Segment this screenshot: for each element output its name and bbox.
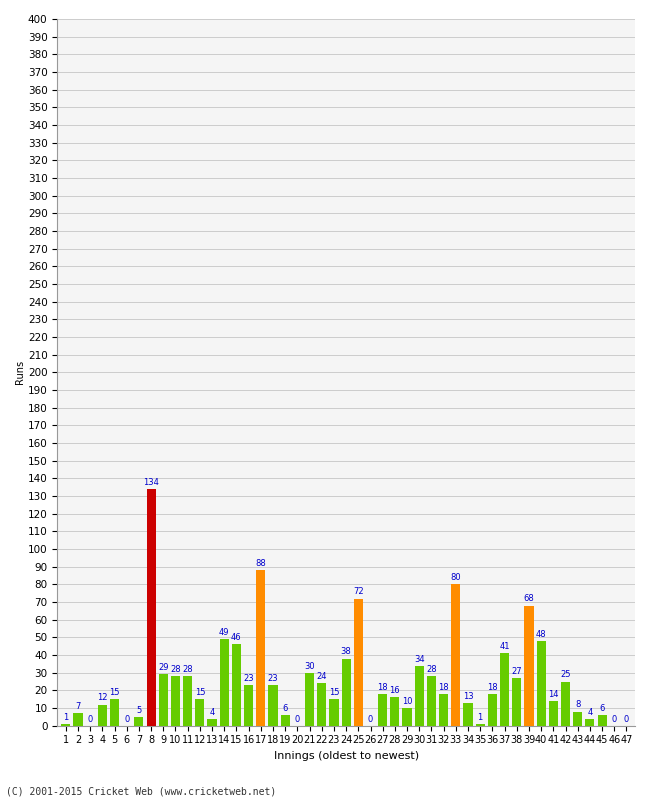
Bar (110, 699, 119, 726)
Bar (390, 698, 400, 726)
Bar (305, 673, 314, 726)
Bar (451, 584, 460, 726)
Text: 30: 30 (304, 662, 315, 670)
Text: 0: 0 (624, 714, 629, 724)
Bar (183, 676, 192, 726)
Bar (586, 718, 595, 726)
Text: 15: 15 (194, 688, 205, 697)
Text: 16: 16 (389, 686, 400, 695)
Text: 28: 28 (183, 665, 193, 674)
Bar (354, 598, 363, 726)
Text: 12: 12 (97, 694, 108, 702)
Bar (232, 645, 241, 726)
Bar (73, 714, 83, 726)
Text: 23: 23 (243, 674, 254, 683)
Text: 24: 24 (317, 672, 327, 681)
Text: 27: 27 (512, 667, 522, 676)
Bar (500, 654, 509, 726)
Text: 38: 38 (341, 647, 352, 657)
Bar (330, 699, 339, 726)
Text: 48: 48 (536, 630, 547, 638)
Text: 28: 28 (170, 665, 181, 674)
Bar (537, 641, 546, 726)
Bar (549, 701, 558, 726)
Bar (220, 639, 229, 726)
Text: 29: 29 (158, 663, 168, 672)
Bar (268, 685, 278, 726)
Y-axis label: Runs: Runs (15, 360, 25, 385)
Text: 15: 15 (329, 688, 339, 697)
Bar (378, 694, 387, 726)
Bar (512, 678, 521, 726)
Bar (525, 606, 534, 726)
Bar (439, 694, 448, 726)
Text: 6: 6 (283, 704, 288, 713)
Bar (463, 702, 473, 726)
Text: 1: 1 (63, 713, 68, 722)
Text: 18: 18 (378, 682, 388, 692)
Text: 4: 4 (588, 707, 593, 717)
Text: 49: 49 (219, 628, 229, 637)
Bar (195, 699, 205, 726)
Bar (135, 717, 144, 726)
Text: 23: 23 (268, 674, 278, 683)
Text: 15: 15 (109, 688, 120, 697)
Bar (146, 489, 155, 726)
Bar (61, 724, 70, 726)
Bar (244, 685, 254, 726)
Text: 68: 68 (524, 594, 534, 603)
Text: 18: 18 (438, 682, 449, 692)
Text: 0: 0 (294, 714, 300, 724)
Bar (159, 674, 168, 726)
Text: 7: 7 (75, 702, 81, 711)
Text: (C) 2001-2015 Cricket Web (www.cricketweb.net): (C) 2001-2015 Cricket Web (www.cricketwe… (6, 786, 277, 796)
Text: 41: 41 (499, 642, 510, 651)
Bar (427, 676, 436, 726)
Text: 80: 80 (450, 574, 461, 582)
Bar (207, 718, 216, 726)
Text: 0: 0 (612, 714, 617, 724)
Bar (415, 666, 424, 726)
Bar (98, 705, 107, 726)
Text: 0: 0 (88, 714, 93, 724)
Bar (341, 658, 351, 726)
Bar (476, 724, 485, 726)
Text: 6: 6 (599, 704, 605, 713)
Text: 18: 18 (487, 682, 498, 692)
Text: 4: 4 (209, 707, 215, 717)
Text: 5: 5 (136, 706, 142, 714)
Text: 88: 88 (255, 559, 266, 568)
Bar (256, 570, 265, 726)
Text: 14: 14 (548, 690, 558, 699)
Text: 13: 13 (463, 692, 473, 701)
Bar (597, 715, 606, 726)
Text: 8: 8 (575, 701, 580, 710)
Bar (171, 676, 180, 726)
Bar (561, 682, 570, 726)
Text: 10: 10 (402, 697, 412, 706)
Bar (573, 711, 582, 726)
Text: 25: 25 (560, 670, 571, 679)
X-axis label: Innings (oldest to newest): Innings (oldest to newest) (274, 751, 419, 761)
Text: 46: 46 (231, 634, 242, 642)
Text: 72: 72 (353, 587, 363, 596)
Bar (317, 683, 326, 726)
Bar (402, 708, 411, 726)
Text: 34: 34 (414, 654, 424, 663)
Text: 28: 28 (426, 665, 437, 674)
Bar (281, 715, 290, 726)
Text: 134: 134 (143, 478, 159, 487)
Text: 0: 0 (124, 714, 129, 724)
Text: 0: 0 (368, 714, 373, 724)
Text: 1: 1 (478, 713, 483, 722)
Bar (488, 694, 497, 726)
